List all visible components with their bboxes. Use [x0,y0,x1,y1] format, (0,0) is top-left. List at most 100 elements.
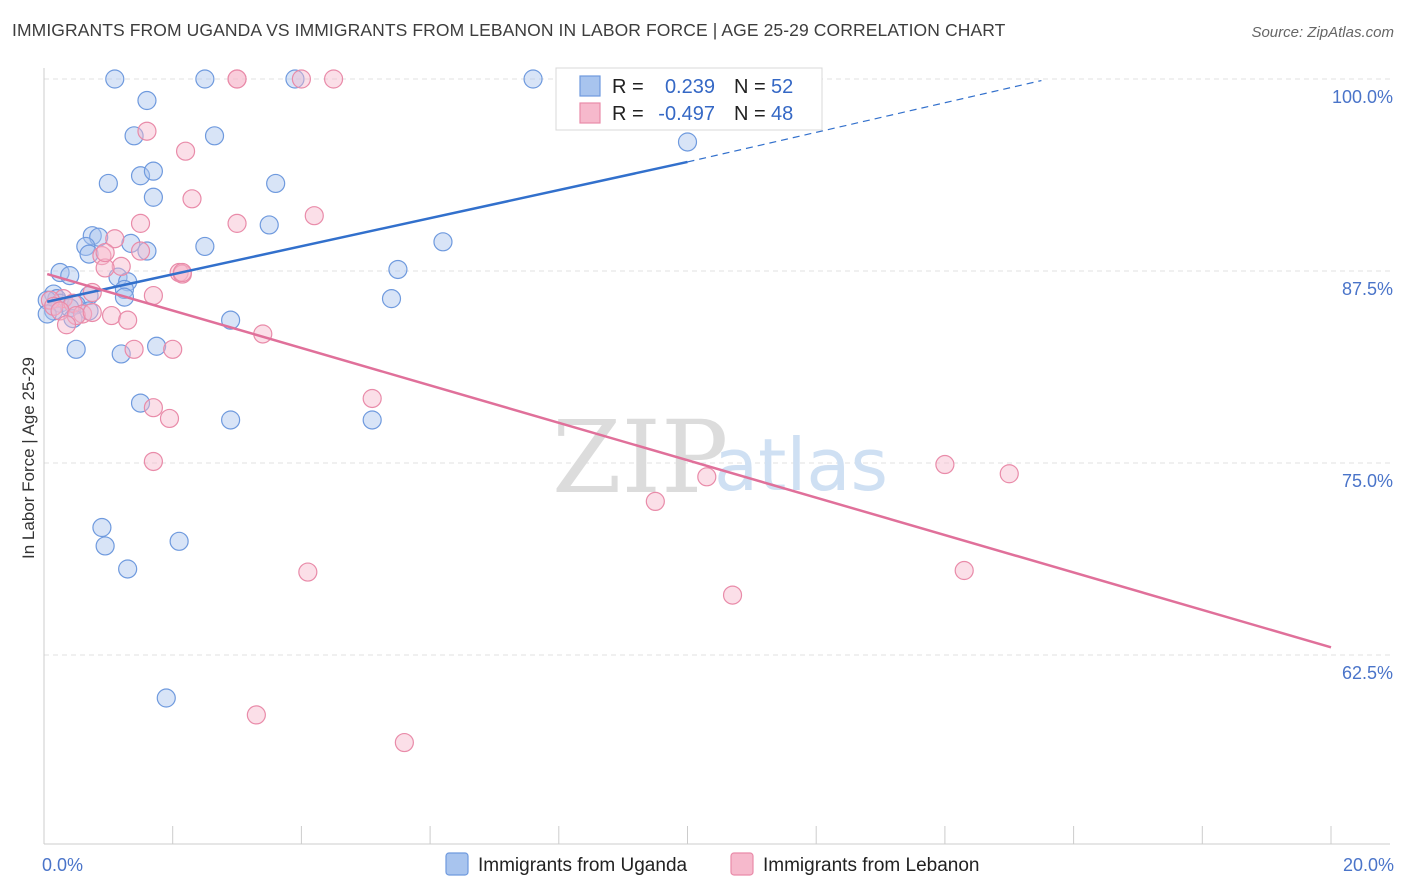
trend-lines [46,79,1332,649]
lebanon-point [92,246,112,266]
uganda-point [130,166,151,186]
uganda-point [147,336,167,356]
uganda-point [156,688,176,708]
uganda-point [362,410,382,430]
chart-title: IMMIGRANTS FROM UGANDA VS IMMIGRANTS FRO… [12,20,1006,40]
stats-lebanon-swatch [579,102,601,124]
uganda-point [130,393,151,413]
stats-lebanon-n-value: 48 [771,103,793,125]
uganda-trend-extension [687,79,1042,163]
lebanon-point [246,705,266,725]
watermark: ZIP atlas [552,399,888,516]
uganda-point [433,232,453,252]
lebanon-point [124,339,144,359]
grid-lines [44,78,1390,656]
uganda-point [221,310,241,330]
y-axis-title: In Labor Force | Age 25-29 [19,357,38,559]
lebanon-point [118,310,138,330]
uganda-point [66,339,86,359]
lebanon-point [323,69,344,89]
series-uganda-points [37,69,698,708]
uganda-point [204,126,225,146]
lebanon-point [143,451,163,472]
lebanon-point [722,585,743,605]
uganda-point [195,236,215,257]
stats-lebanon-r-label: R = [612,103,644,125]
lebanon-point [175,141,196,161]
uganda-point [677,132,698,152]
lebanon-point [697,467,717,487]
uganda-point [266,173,286,194]
lebanon-point [111,256,131,276]
uganda-point [111,344,131,364]
uganda-point [523,69,543,89]
y-tick-label: 87.5% [1342,279,1393,299]
lebanon-point [645,491,665,511]
uganda-point [381,289,402,309]
uganda-point [98,173,118,194]
lebanon-point [227,69,247,89]
uganda-point [195,69,215,89]
lebanon-point [130,241,151,261]
lebanon-point [182,189,202,209]
uganda-point [221,410,241,430]
lebanon-point [137,121,157,141]
uganda-point [137,90,157,111]
uganda-point [95,536,115,556]
stats-uganda-swatch [579,75,601,97]
stats-lebanon-n-label: N = [734,103,766,125]
stats-uganda-n-value: 52 [771,76,793,98]
chart-source: Source: ZipAtlas.com [1251,24,1394,41]
stats-uganda-r-value: 0.239 [665,76,715,98]
lebanon-point [95,242,115,263]
watermark-zip: ZIP [552,399,728,516]
lebanon-point [82,302,102,323]
legend-uganda-label: Immigrants from Uganda [478,855,688,876]
lebanon-point [73,304,93,324]
legend-lebanon-swatch [730,852,754,876]
lebanon-point [56,315,77,335]
uganda-point [105,69,125,89]
x-tick-label: 0.0% [42,855,83,875]
y-tick-label: 100.0% [1332,87,1393,107]
stats-legend: R = 0.239 N = 52 R = -0.497 N = 48 [555,67,823,131]
uganda-point [76,236,96,257]
x-tick-labels: 0.0% 20.0% [42,855,1394,875]
lebanon-point [935,454,955,475]
lebanon-point [159,408,180,429]
uganda-point [143,187,163,207]
lebanon-point [954,560,974,581]
y-tick-label: 62.5% [1342,663,1393,683]
axes [43,68,1390,845]
uganda-point [137,241,157,261]
legend-uganda-swatch [445,852,469,876]
x-tick-label: 20.0% [1343,855,1394,875]
uganda-point [388,259,408,280]
lebanon-point [304,206,324,226]
series-lebanon-points [40,69,1019,753]
lebanon-trend-line [46,272,1332,649]
lebanon-point [227,213,247,233]
uganda-point [92,517,112,538]
lebanon-point [291,69,311,89]
lebanon-point [298,562,318,582]
uganda-point [124,126,144,146]
stats-uganda-n-label: N = [734,76,766,98]
uganda-point [259,215,279,235]
lebanon-point [101,305,122,326]
y-tick-labels: 100.0% 87.5% 75.0% 62.5% [1332,87,1393,683]
lebanon-point [163,339,183,359]
legend-lebanon-label: Immigrants from Lebanon [763,855,980,876]
uganda-trend-line [46,160,688,303]
lebanon-point [362,388,382,409]
lebanon-point [999,464,1019,484]
uganda-point [82,226,102,246]
lebanon-point [143,398,163,418]
uganda-point [285,69,305,89]
uganda-point [118,559,138,579]
uganda-point [169,531,189,551]
y-tick-label: 75.0% [1342,471,1393,491]
lebanon-point [130,213,151,233]
uganda-point [143,161,163,181]
